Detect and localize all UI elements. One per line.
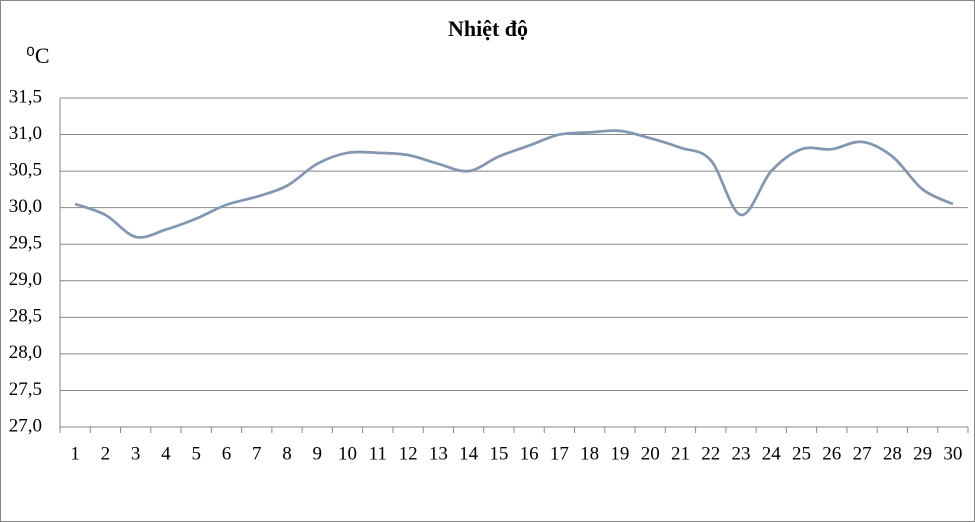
x-tick-label: 3 bbox=[131, 443, 141, 464]
x-tick-label: 7 bbox=[252, 443, 262, 464]
x-tick-label: 22 bbox=[701, 443, 720, 464]
x-tick-label: 13 bbox=[429, 443, 448, 464]
y-tick-label: 28,5 bbox=[9, 306, 42, 327]
x-tick-label: 19 bbox=[610, 443, 629, 464]
y-tick-label: 28,0 bbox=[9, 342, 42, 363]
y-tick-label: 29,0 bbox=[9, 269, 42, 290]
chart-title: Nhiệt độ bbox=[448, 16, 528, 41]
x-tick-label: 8 bbox=[282, 443, 292, 464]
x-tick-label: 9 bbox=[313, 443, 323, 464]
x-tick-label: 24 bbox=[762, 443, 782, 464]
x-tick-label: 11 bbox=[369, 443, 387, 464]
x-tick-label: 10 bbox=[338, 443, 357, 464]
y-tick-label: 30,5 bbox=[9, 159, 42, 180]
y-axis-label: ⁰C bbox=[26, 43, 50, 68]
data-line bbox=[74, 129, 954, 239]
x-tick-label: 4 bbox=[161, 443, 171, 464]
x-tick-label: 6 bbox=[222, 443, 232, 464]
x-tick-label: 18 bbox=[580, 443, 599, 464]
y-tick-label: 27,5 bbox=[9, 379, 42, 400]
y-tick-label: 31,5 bbox=[9, 86, 42, 107]
x-tick-label: 23 bbox=[732, 443, 751, 464]
x-tick-label: 17 bbox=[550, 443, 569, 464]
x-tick-label: 15 bbox=[489, 443, 508, 464]
x-tick-label: 27 bbox=[853, 443, 872, 464]
x-tick-label: 21 bbox=[671, 443, 690, 464]
x-tick-label: 26 bbox=[822, 443, 841, 464]
x-tick-label: 20 bbox=[641, 443, 660, 464]
y-tick-label: 29,5 bbox=[9, 233, 42, 254]
x-tick-label: 14 bbox=[459, 443, 479, 464]
x-tick-label: 12 bbox=[399, 443, 418, 464]
x-tick-label: 29 bbox=[913, 443, 932, 464]
x-tick-label: 2 bbox=[101, 443, 111, 464]
x-tick-label: 5 bbox=[191, 443, 201, 464]
x-tick-label: 16 bbox=[520, 443, 539, 464]
x-tick-label: 30 bbox=[943, 443, 962, 464]
y-tick-label: 27,0 bbox=[9, 415, 42, 436]
y-tick-label: 30,0 bbox=[9, 196, 42, 217]
x-tick-label: 1 bbox=[70, 443, 80, 464]
y-tick-label: 31,0 bbox=[9, 123, 42, 144]
x-tick-label: 25 bbox=[792, 443, 811, 464]
x-tick-label: 28 bbox=[883, 443, 902, 464]
